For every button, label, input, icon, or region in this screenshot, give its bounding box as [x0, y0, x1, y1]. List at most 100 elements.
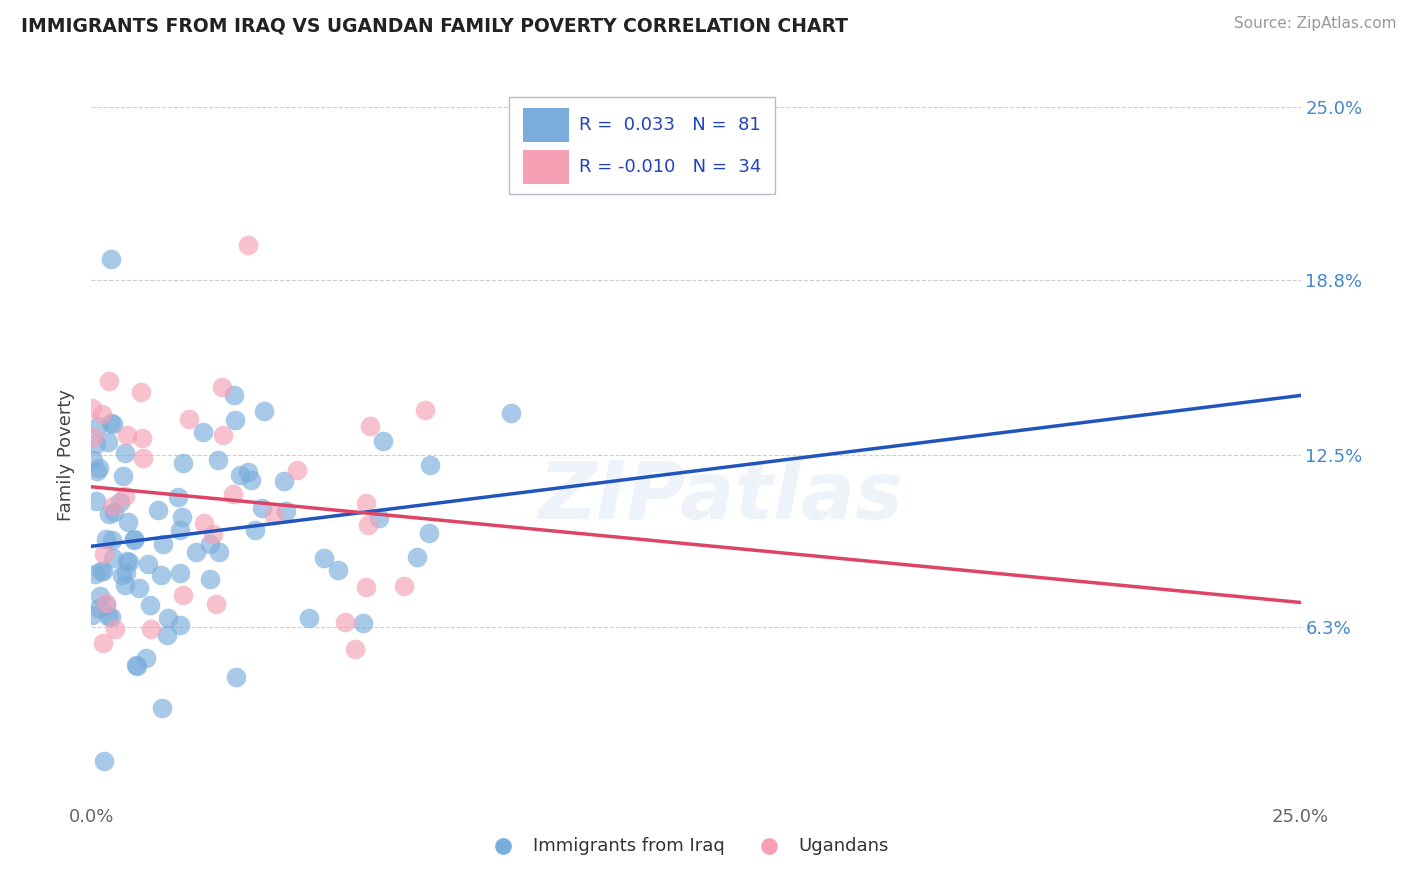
Point — [146, 503, 169, 517]
Point — [169, 523, 191, 537]
Point — [101, 551, 124, 566]
Point — [115, 566, 138, 581]
Point — [124, 532, 146, 546]
Point — [150, 567, 173, 582]
Point — [122, 533, 145, 548]
Text: Immigrants from Iraq: Immigrants from Iraq — [533, 837, 724, 855]
Point — [84, 494, 107, 508]
Point — [93, 547, 115, 561]
Point — [112, 469, 135, 483]
Point — [179, 411, 201, 425]
Point — [312, 551, 335, 566]
Point — [212, 428, 235, 442]
Point — [499, 406, 522, 420]
Point — [86, 464, 108, 478]
Text: R =  0.033   N =  81: R = 0.033 N = 81 — [579, 116, 761, 134]
Point — [204, 598, 226, 612]
Point — [263, 508, 285, 522]
Point — [152, 537, 174, 551]
Point — [101, 533, 124, 548]
Point — [83, 566, 105, 581]
Point — [273, 475, 295, 489]
Point — [91, 564, 114, 578]
Point — [136, 557, 159, 571]
Point — [274, 503, 297, 517]
Point — [101, 499, 124, 513]
Point — [118, 555, 141, 569]
Point — [97, 435, 120, 450]
Text: Ugandans: Ugandans — [799, 837, 889, 855]
Point — [132, 450, 155, 465]
Point — [89, 589, 111, 603]
Point — [352, 615, 374, 630]
Text: R = -0.010   N =  34: R = -0.010 N = 34 — [579, 158, 761, 176]
Text: Source: ZipAtlas.com: Source: ZipAtlas.com — [1233, 16, 1396, 31]
Point — [128, 581, 150, 595]
FancyBboxPatch shape — [523, 150, 569, 184]
Point — [94, 595, 117, 609]
Point — [82, 607, 104, 622]
Point — [225, 669, 247, 683]
Point — [418, 525, 440, 540]
Point — [139, 599, 162, 613]
Point — [117, 515, 139, 529]
Point — [172, 588, 194, 602]
Point — [250, 500, 273, 515]
Point — [98, 508, 121, 522]
Point — [125, 658, 148, 673]
Y-axis label: Family Poverty: Family Poverty — [58, 389, 76, 521]
Point — [333, 615, 356, 629]
Point — [152, 700, 174, 714]
Point — [131, 431, 153, 445]
Point — [94, 599, 117, 613]
Point — [222, 487, 245, 501]
Point — [91, 408, 114, 422]
Point — [207, 453, 229, 467]
Point — [191, 425, 214, 439]
Point — [356, 580, 378, 594]
Point — [131, 385, 153, 400]
Point — [94, 532, 117, 546]
Point — [356, 496, 378, 510]
Point — [114, 489, 136, 503]
Point — [100, 610, 122, 624]
Point — [186, 545, 208, 559]
Point — [139, 622, 162, 636]
Point — [93, 754, 115, 768]
Point — [156, 610, 179, 624]
Point — [344, 641, 367, 656]
Point — [87, 419, 110, 434]
Point — [172, 456, 194, 470]
Point — [253, 404, 276, 418]
Point — [240, 473, 263, 487]
Point — [115, 554, 138, 568]
Point — [222, 387, 245, 401]
Point — [200, 537, 222, 551]
Point — [224, 412, 246, 426]
Point — [98, 374, 121, 388]
Point — [236, 465, 259, 479]
Point — [135, 651, 157, 665]
Point — [82, 453, 104, 467]
Point — [236, 237, 259, 252]
FancyBboxPatch shape — [509, 96, 775, 194]
Point — [84, 437, 107, 451]
Point — [285, 463, 308, 477]
Point — [82, 401, 104, 415]
Point — [103, 505, 125, 519]
Point — [114, 446, 136, 460]
Point — [100, 417, 122, 431]
Point — [211, 380, 233, 394]
Point — [406, 550, 429, 565]
Point — [169, 618, 191, 632]
Point — [419, 458, 441, 472]
Point — [90, 565, 112, 579]
Point — [124, 657, 146, 672]
Point — [167, 490, 190, 504]
Point — [208, 545, 231, 559]
Point — [156, 628, 179, 642]
Point — [357, 518, 380, 533]
Point — [170, 510, 193, 524]
Point — [229, 467, 252, 482]
Point — [392, 578, 415, 592]
